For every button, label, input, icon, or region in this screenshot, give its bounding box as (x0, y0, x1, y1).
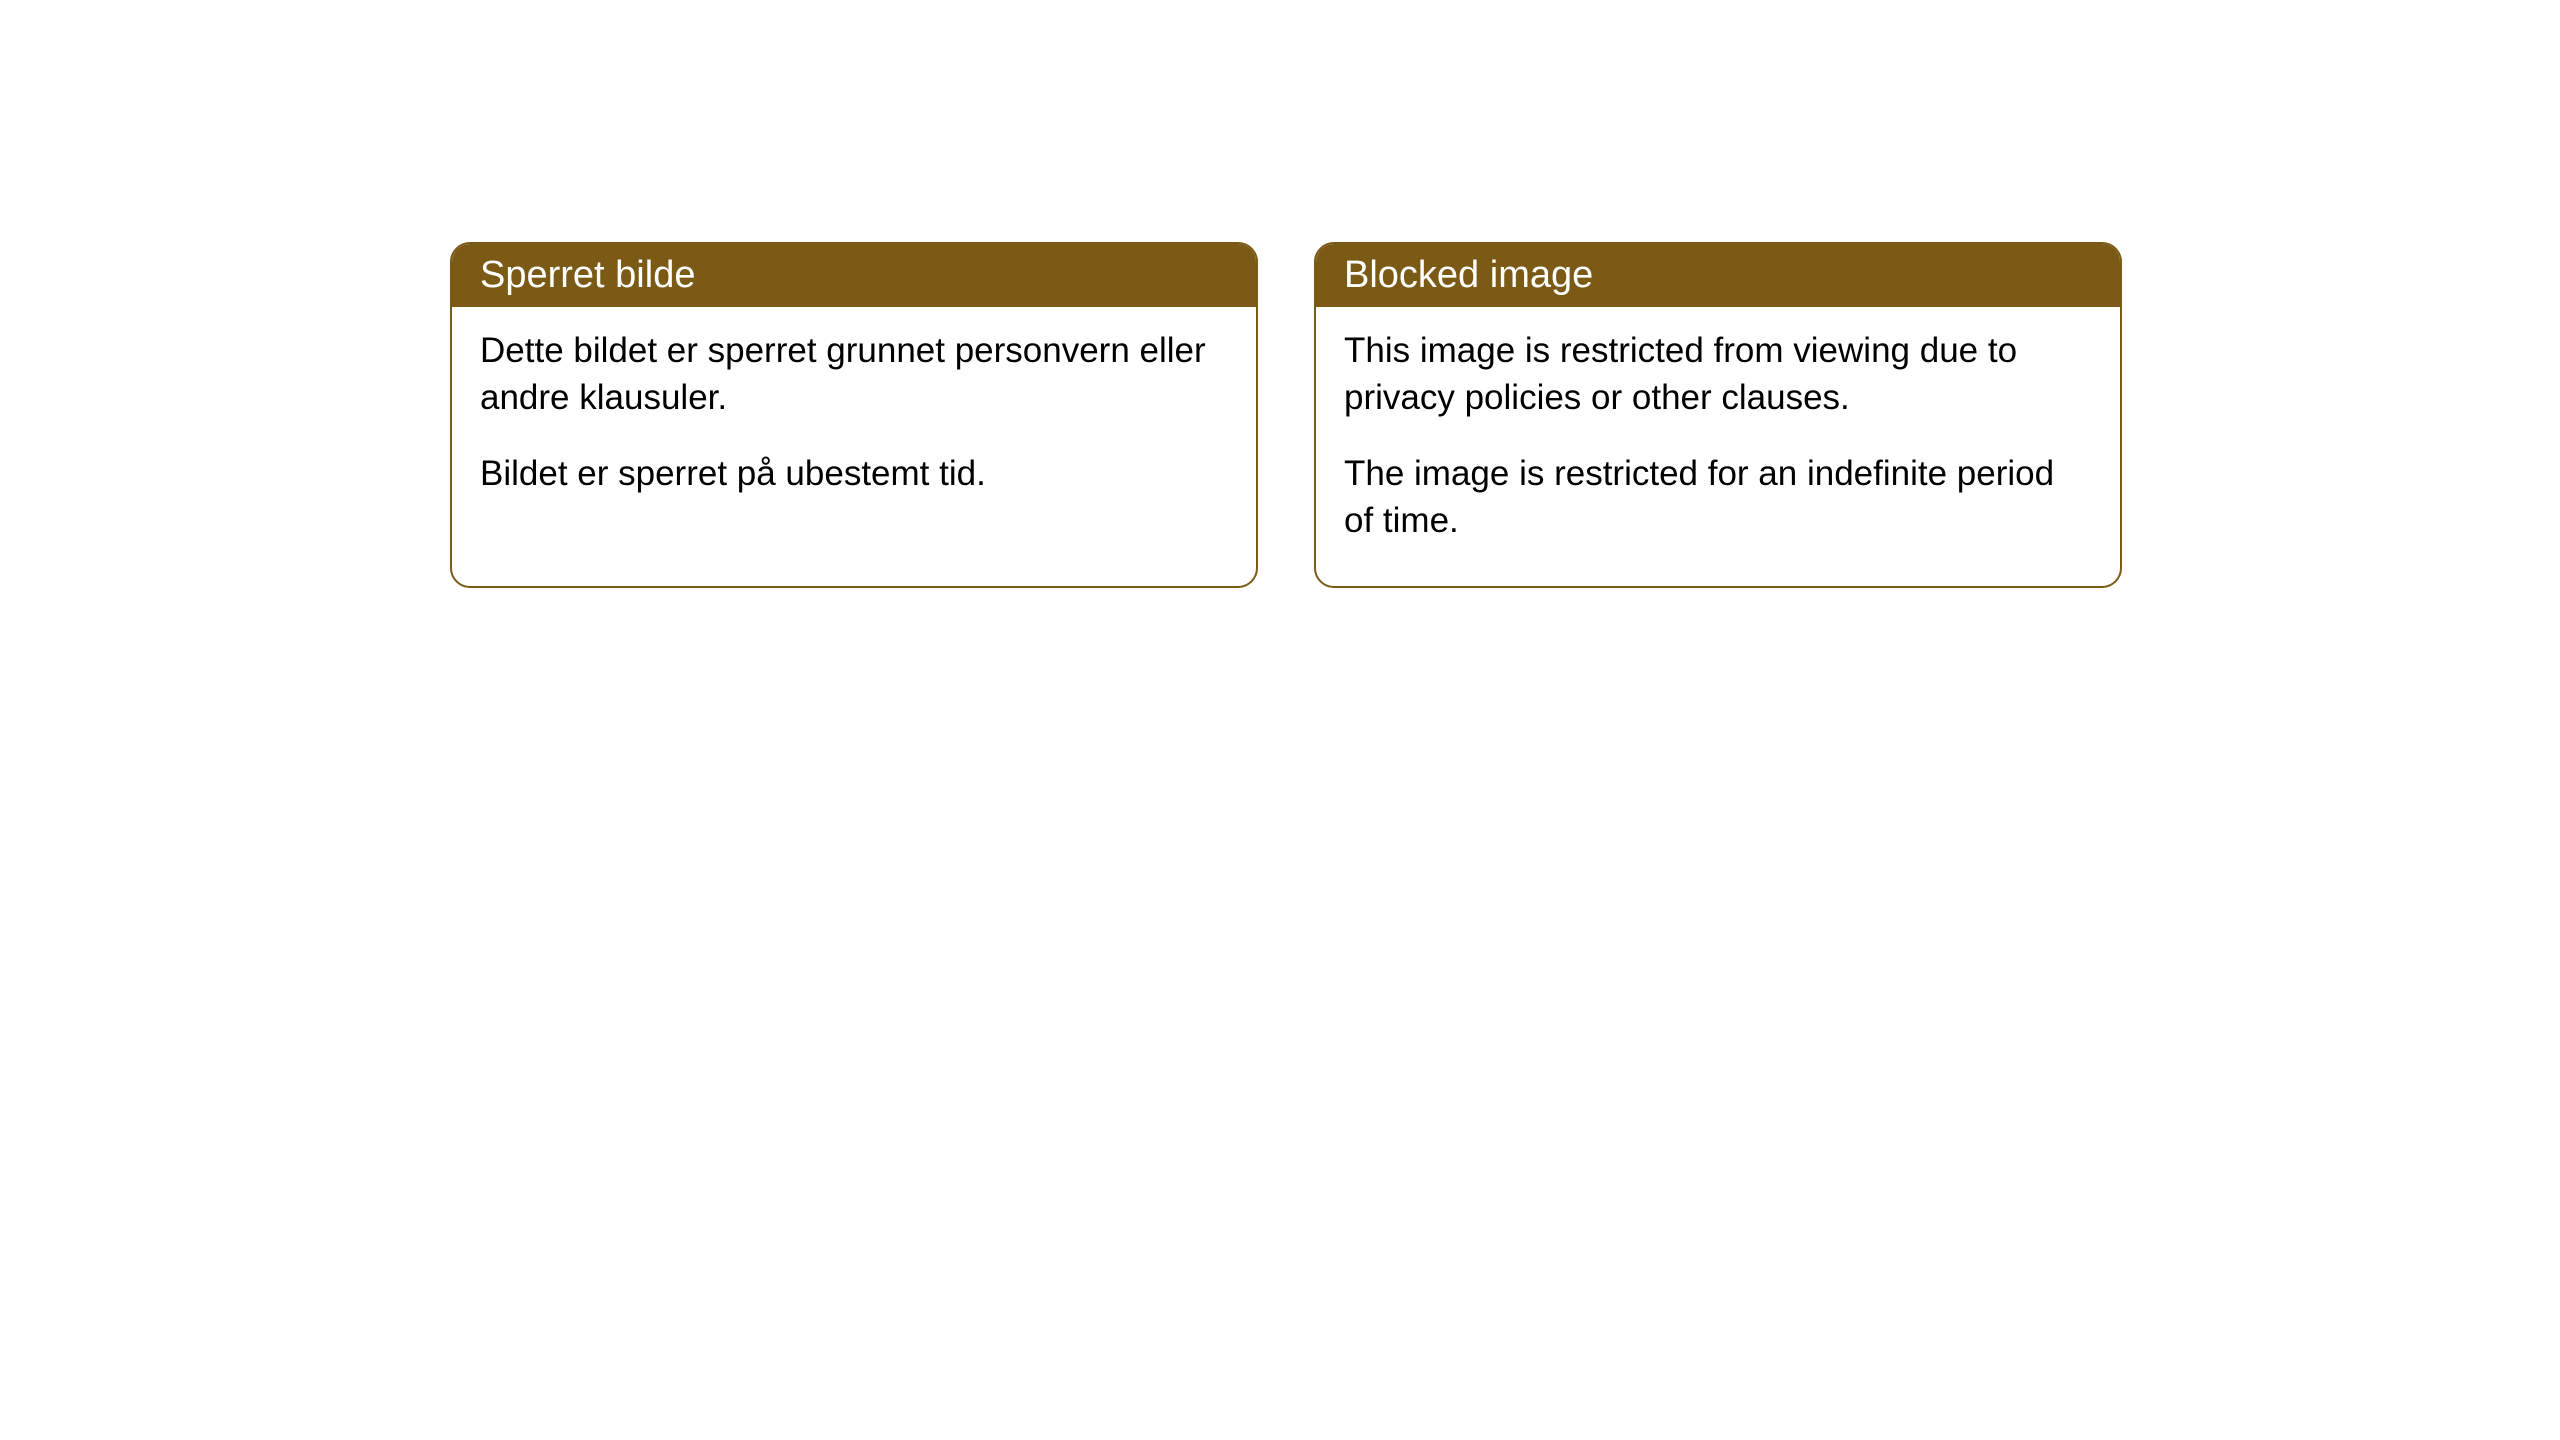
card-para-2-norwegian: Bildet er sperret på ubestemt tid. (480, 450, 1228, 497)
card-para-2-english: The image is restricted for an indefinit… (1344, 450, 2092, 545)
notice-card-english: Blocked image This image is restricted f… (1314, 242, 2122, 588)
notice-card-norwegian: Sperret bilde Dette bildet er sperret gr… (450, 242, 1258, 588)
card-body-english: This image is restricted from viewing du… (1316, 307, 2120, 586)
notice-cards-container: Sperret bilde Dette bildet er sperret gr… (450, 242, 2122, 588)
card-title-english: Blocked image (1316, 244, 2120, 307)
card-para-1-norwegian: Dette bildet er sperret grunnet personve… (480, 327, 1228, 422)
card-title-norwegian: Sperret bilde (452, 244, 1256, 307)
card-para-1-english: This image is restricted from viewing du… (1344, 327, 2092, 422)
card-body-norwegian: Dette bildet er sperret grunnet personve… (452, 307, 1256, 539)
